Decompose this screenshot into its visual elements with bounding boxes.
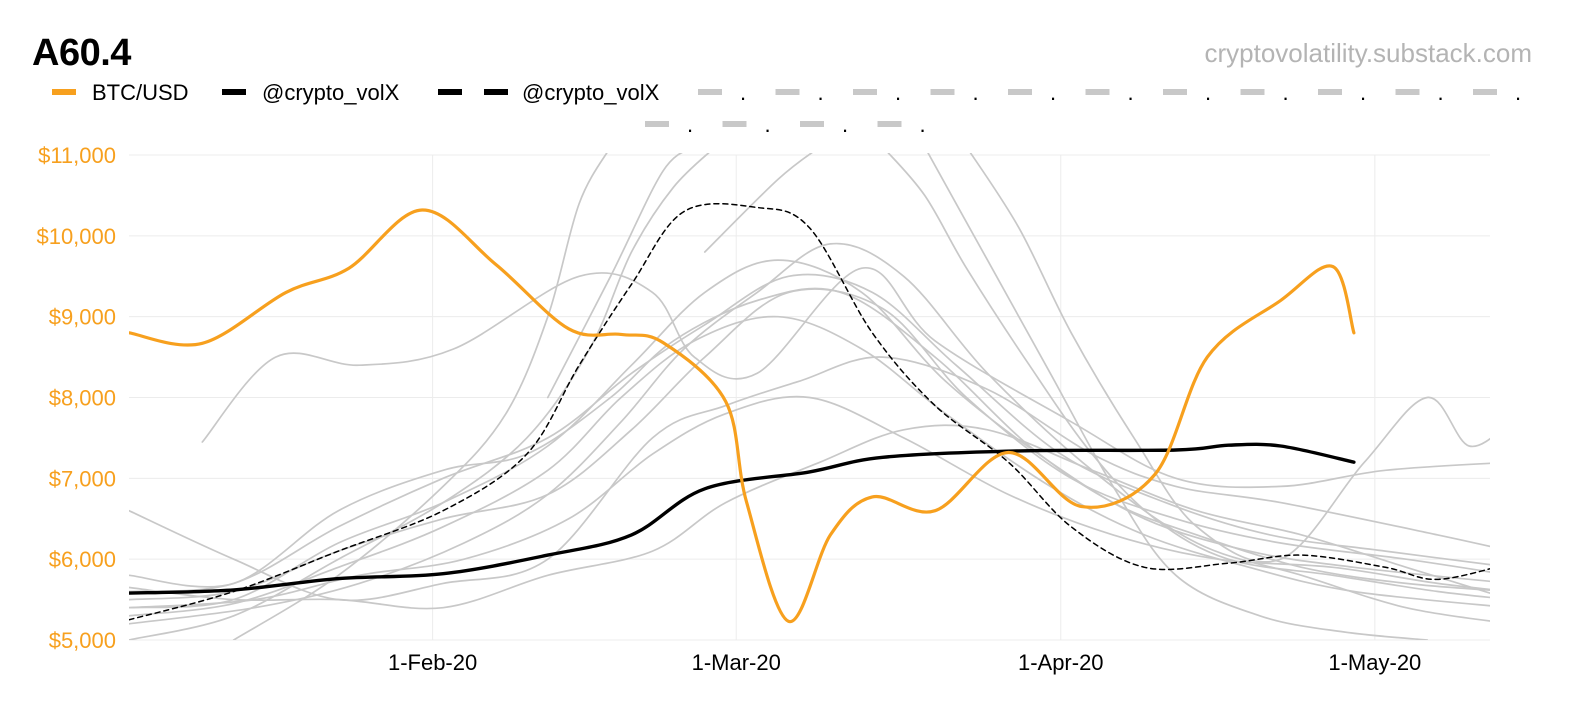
legend-label: @crypto_volX [262,80,400,105]
legend-item: . [698,80,746,105]
legend-item: @crypto_volX [222,80,400,105]
legend-label: . [1128,80,1134,105]
legend-label: . [1438,80,1444,105]
chart-series [129,153,1490,640]
legend-label: . [1050,80,1056,105]
series-line-gray [201,267,1490,489]
legend-item: . [1318,80,1366,105]
legend-item: . [1240,80,1289,105]
series-line-gray [969,153,1490,563]
series-line-gray [129,153,710,640]
series-line-gray [129,356,1490,602]
legend-item: . [877,112,926,137]
legend-label: . [920,112,926,137]
y-tick-label: $11,000 [38,143,116,168]
legend-label: . [842,112,848,137]
y-tick-label: $7,000 [49,466,116,491]
legend-label: . [765,112,771,137]
legend-label: . [1283,80,1289,105]
legend-label: . [973,80,979,105]
series-line-gray [887,153,1490,599]
x-tick-label: 1-May-20 [1328,650,1421,675]
legend-item: . [1085,80,1134,105]
legend-label: . [740,80,746,105]
y-axis: $5,000 $6,000 $7,000 $8,000 $9,000 $10,000 $11… [36,143,116,653]
x-tick-label: 1-Apr-20 [1018,650,1104,675]
legend-label: BTC/USD [92,80,189,105]
legend-item: . [645,112,693,137]
x-tick-label: 1-Feb-20 [388,650,477,675]
series-line-gray [129,273,1490,593]
series-line-crypto-volx [129,442,1356,595]
legend-item: @crypto_volX [438,80,660,105]
series-line-gray [703,153,813,253]
legend-item: BTC/USD [52,80,189,105]
series-line-gray [927,153,1429,640]
legend-label: . [1205,80,1211,105]
y-tick-label: $5,000 [49,628,116,653]
legend-item: . [930,80,979,105]
legend-item: . [800,112,848,137]
y-tick-label: $6,000 [49,547,116,572]
legend-label: . [895,80,901,105]
source-label: cryptovolatility.substack.com [1204,38,1532,68]
series-line-gray [129,315,1490,617]
series-line-gray [129,424,1490,610]
legend-label: . [1360,80,1366,105]
legend-item: . [1008,80,1056,105]
legend-item: . [775,80,824,105]
chart-legend: BTC/USD @crypto_volX @crypto_volX.........… [52,80,1521,137]
legend-item: . [1473,80,1521,105]
series-line-gray [129,259,1490,609]
series-line-btc-usd [129,208,1356,624]
series-line-gray [546,153,683,399]
series-line-crypto-volx-dashed [129,202,1490,621]
x-tick-label: 1-Mar-20 [692,650,781,675]
legend-label: . [687,112,693,137]
series-line-gray [129,242,1490,625]
series-line-gray [129,288,1490,601]
y-tick-label: $10,000 [36,224,116,249]
chart-title: A60.4 [32,32,131,74]
series-line-gray [232,153,608,640]
legend-item: . [1395,80,1444,105]
legend-item: . [853,80,901,105]
y-tick-label: $8,000 [49,386,116,411]
y-tick-label: $9,000 [49,305,116,330]
legend-label: . [818,80,824,105]
series-line-gray [129,395,1490,609]
legend-item: . [722,112,771,137]
legend-item: . [1163,80,1211,105]
x-axis: 1-Feb-20 1-Mar-20 1-Apr-20 1-May-20 [388,650,1421,675]
legend-label: @crypto_volX [522,80,660,105]
legend-label: . [1515,80,1521,105]
